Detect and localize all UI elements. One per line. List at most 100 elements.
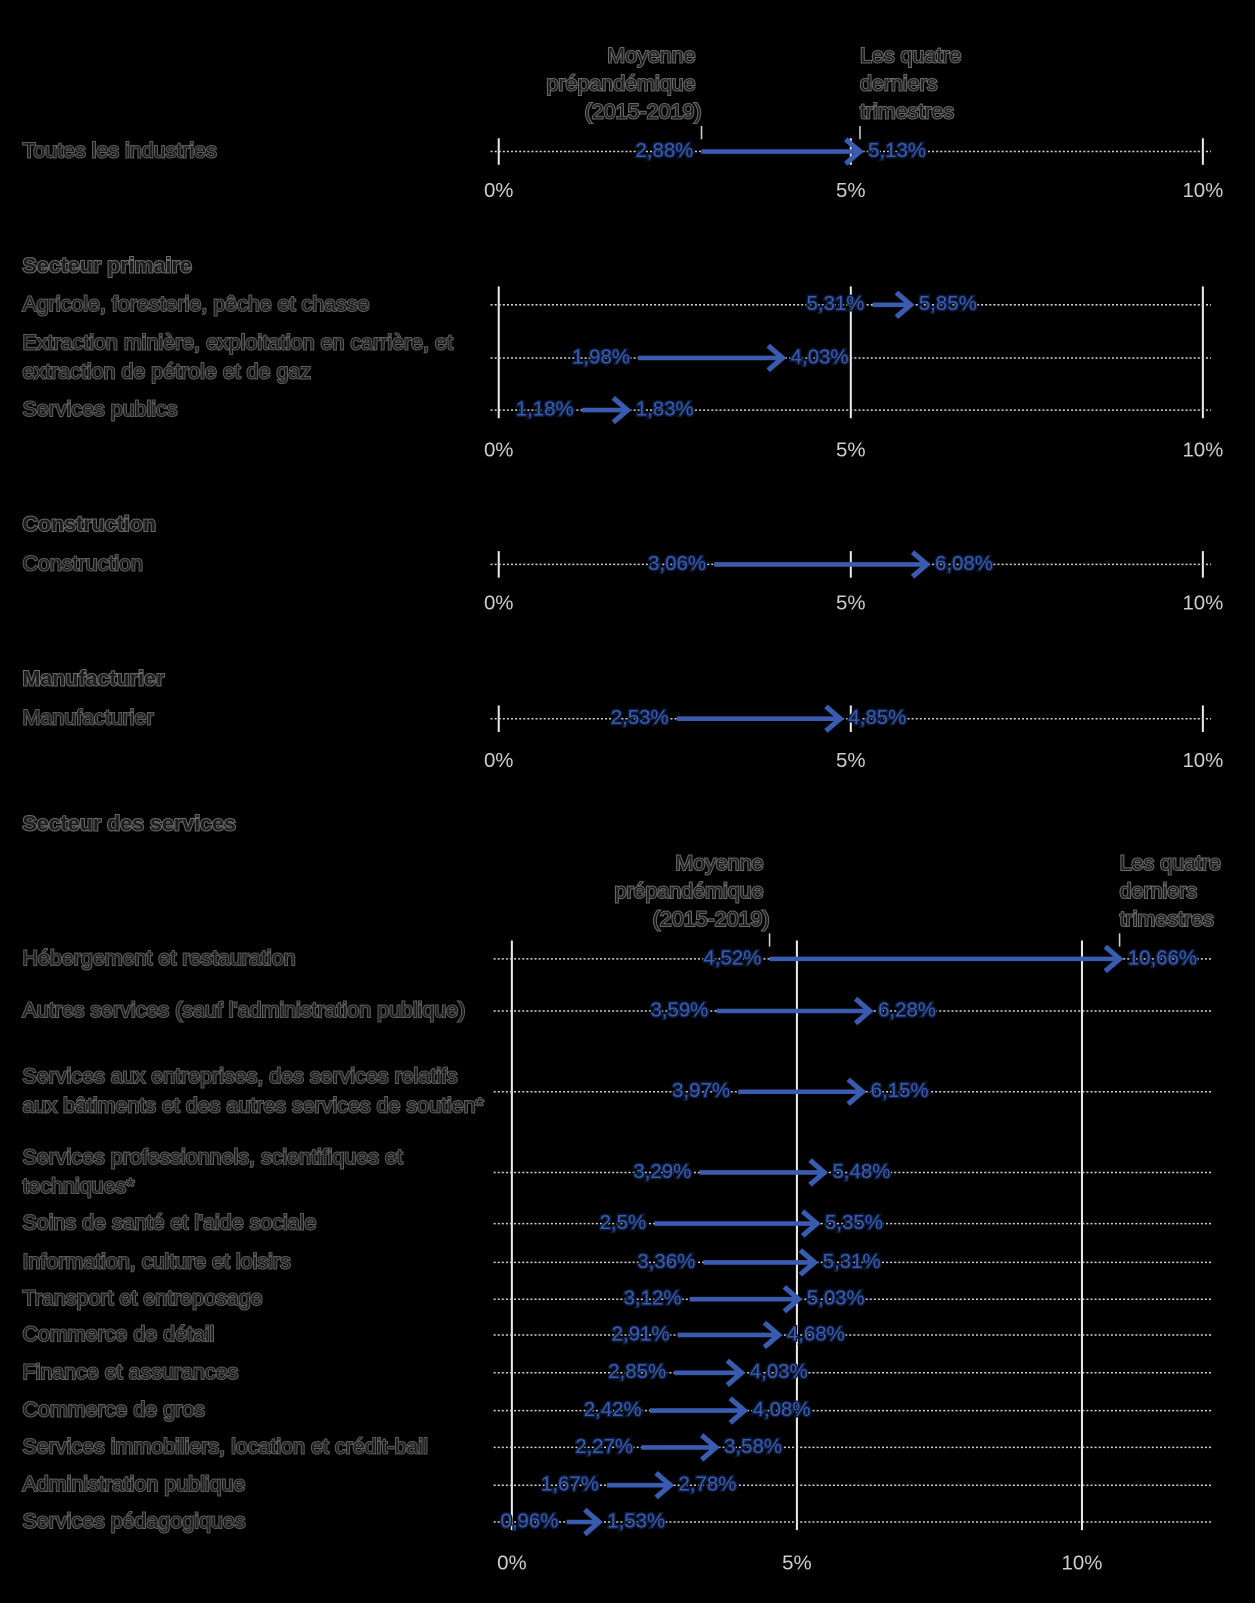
arrow-head — [798, 1248, 819, 1277]
x-tick-label: 10% — [1062, 1552, 1103, 1574]
category-label: Services professionnels, scientifiques e… — [22, 1145, 408, 1198]
x-tick-label: 5% — [836, 750, 866, 772]
end-value-label: 5,13% — [868, 140, 926, 162]
x-tick-label: 0% — [497, 1552, 527, 1574]
x-tick-label: 0% — [484, 180, 514, 202]
arrow-head — [853, 996, 874, 1026]
end-value-label: 4,68% — [787, 1323, 845, 1345]
arrow-head — [725, 1358, 746, 1387]
series-annotation: Les quatre derniers trimestres — [860, 43, 967, 123]
x-tick-label: 10% — [1182, 180, 1223, 202]
start-value-label: 3,97% — [672, 1080, 730, 1102]
category-label: Soins de santé et l'aide sociale — [22, 1210, 316, 1234]
group-title: Construction — [22, 512, 155, 536]
series-annotation: Les quatre derniers trimestres — [1120, 851, 1227, 931]
x-tick-label: 0% — [484, 439, 514, 461]
group-title: Secteur des services — [22, 812, 236, 836]
x-tick-label: 0% — [484, 750, 514, 772]
start-value-label: 1,67% — [541, 1474, 599, 1496]
x-tick-label: 10% — [1182, 750, 1223, 772]
end-value-label: 2,78% — [679, 1474, 737, 1496]
x-tick-label: 5% — [836, 593, 866, 615]
start-value-label: 3,12% — [624, 1288, 682, 1310]
end-value-label: 6,15% — [871, 1080, 929, 1102]
arrow-head — [611, 395, 632, 425]
end-value-label: 4,85% — [848, 707, 906, 729]
arrow-head — [843, 137, 864, 166]
start-value-label: 3,06% — [648, 553, 706, 575]
x-tick-label: 0% — [484, 593, 514, 615]
end-value-label: 1,53% — [607, 1510, 665, 1532]
start-value-label: 3,36% — [637, 1251, 695, 1273]
x-tick-label: 10% — [1182, 593, 1223, 615]
x-tick-label: 5% — [782, 1552, 812, 1574]
arrow-head — [824, 704, 845, 733]
arrow-head — [699, 1433, 720, 1462]
group-title: Manufacturier — [22, 667, 165, 691]
category-label: Information, culture et loisirs — [22, 1249, 290, 1273]
arrow-head — [762, 1320, 783, 1350]
category-label: Commerce de gros — [22, 1397, 204, 1421]
start-value-label: 2,27% — [575, 1436, 633, 1458]
series-annotation: Moyenne prépandémique (2015-2019) — [614, 851, 769, 931]
start-value-label: 2,53% — [611, 707, 669, 729]
end-value-label: 6,28% — [878, 999, 936, 1021]
arrow-head — [800, 1209, 821, 1238]
end-value-label: 6,08% — [935, 553, 993, 575]
start-value-label: 2,88% — [635, 140, 693, 162]
arrow-head — [766, 343, 787, 373]
end-value-label: 5,85% — [919, 293, 977, 315]
start-value-label: 2,5% — [600, 1212, 647, 1234]
arrow-head — [728, 1396, 749, 1425]
end-value-label: 5,35% — [825, 1212, 883, 1234]
end-value-label: 1,83% — [636, 398, 694, 420]
x-tick-label: 10% — [1182, 439, 1223, 461]
start-value-label: 5,31% — [807, 293, 865, 315]
end-value-label: 4,03% — [791, 346, 849, 368]
arrow-head — [846, 1077, 867, 1106]
x-tick-label: 5% — [836, 180, 866, 202]
start-value-label: 0,96% — [501, 1510, 559, 1532]
end-value-label: 5,48% — [832, 1161, 890, 1183]
category-label: Extraction minière, exploitation en carr… — [22, 330, 458, 383]
x-tick-label: 5% — [836, 439, 866, 461]
start-value-label: 1,98% — [572, 346, 630, 368]
start-value-label: 1,18% — [516, 398, 574, 420]
category-label: Services aux entreprises, des services r… — [22, 1064, 484, 1117]
arrow-head — [894, 290, 915, 320]
category-label: Agricole, foresterie, pêche et chasse — [22, 291, 369, 315]
end-value-label: 4,08% — [753, 1399, 811, 1421]
arrow-head — [583, 1507, 604, 1537]
end-value-label: 3,58% — [724, 1436, 782, 1458]
arrow-head — [782, 1285, 803, 1314]
arrow-head — [808, 1158, 829, 1187]
category-label: Toutes les industries — [22, 138, 216, 162]
start-value-label: 2,91% — [612, 1323, 670, 1345]
start-value-label: 3,29% — [633, 1161, 691, 1183]
category-label: Finance et assurances — [22, 1359, 238, 1383]
category-label: Services publics — [22, 397, 177, 421]
group-title: Secteur primaire — [22, 254, 191, 278]
category-label: Construction — [22, 551, 142, 575]
arrow-head — [910, 550, 931, 579]
start-value-label: 4,52% — [703, 947, 761, 969]
category-label: Services immobiliers, location et crédit… — [22, 1434, 427, 1458]
start-value-label: 3,59% — [650, 999, 708, 1021]
end-value-label: 4,03% — [750, 1361, 808, 1383]
end-value-label: 5,03% — [807, 1288, 865, 1310]
start-value-label: 2,85% — [608, 1361, 666, 1383]
arrow-head — [1103, 944, 1124, 974]
category-label: Transport et entreposage — [22, 1286, 262, 1310]
series-annotation: Moyenne prépandémique (2015-2019) — [546, 43, 701, 123]
arrow-head — [654, 1471, 675, 1500]
end-value-label: 10,66% — [1128, 947, 1197, 969]
start-value-label: 2,42% — [584, 1399, 642, 1421]
category-label: Commerce de détail — [22, 1322, 214, 1346]
category-label: Manufacturier — [22, 705, 153, 729]
category-label: Services pédagogiques — [22, 1509, 245, 1533]
category-label: Hébergement et restauration — [22, 946, 295, 970]
end-value-label: 5,31% — [823, 1251, 881, 1273]
category-label: Autres services (sauf l'administration p… — [22, 998, 465, 1022]
